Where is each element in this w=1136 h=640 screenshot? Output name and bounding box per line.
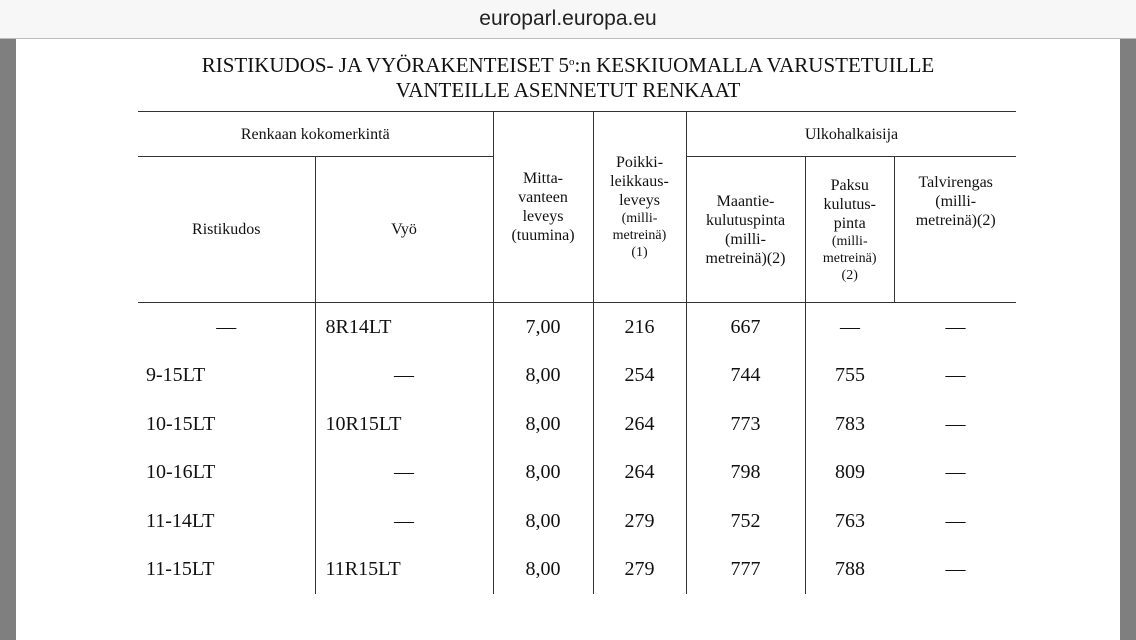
- header-text: Poikki-leikkaus-leveys: [610, 154, 669, 209]
- table-cell: 752: [685, 497, 805, 546]
- table-cell: 8,00: [492, 448, 593, 497]
- table-cell: 798: [685, 448, 805, 497]
- table-cell: 8R14LT: [314, 302, 493, 352]
- table-cell: —: [945, 461, 966, 484]
- title-sup: o: [569, 56, 575, 68]
- table-cell: 8,00: [492, 400, 593, 449]
- table-cell: 667: [685, 302, 805, 352]
- header-section-width: Poikki-leikkaus-leveys (milli-metreinä) …: [592, 111, 686, 303]
- header-note: (1): [631, 245, 648, 260]
- browser-address-bar[interactable]: europarl.europa.eu: [0, 0, 1136, 39]
- table-cell: 773: [685, 400, 805, 449]
- header-ristikudos: Ristikudos: [138, 156, 315, 303]
- table-cell: 11R15LT: [314, 545, 493, 594]
- header-text: Paksu kulutus-pinta: [823, 176, 876, 232]
- table-cell: 11-14LT: [146, 509, 215, 532]
- table-cell: 10-16LT: [146, 461, 216, 484]
- table-row: 10-15LT 10R15LT 8,00 264 773 783 —: [138, 400, 1016, 449]
- header-vyo: Vyö: [314, 156, 493, 303]
- title-text: :n KESKIUOMALLA VARUSTETUILLE: [574, 53, 935, 77]
- document-page: RISTIKUDOS- JA VYÖRAKENTEISET 5o:n KESKI…: [16, 39, 1120, 640]
- title-text: VANTEILLE ASENNETUT RENKAAT: [395, 78, 741, 102]
- table-row: 9-15LT —8,00 254 744 755—: [138, 351, 1016, 400]
- table-cell: —: [804, 302, 895, 352]
- table-cell: 763: [804, 497, 895, 546]
- table-cell: —: [216, 315, 237, 338]
- header-note: (2): [841, 267, 858, 283]
- table-cell: 744: [685, 351, 805, 400]
- table-cell: 264: [592, 400, 686, 449]
- tire-table: Renkaan kokomerkintä Mitta-vanteen levey…: [138, 111, 1017, 594]
- table-cell: —: [945, 412, 966, 435]
- table-cell: —: [314, 448, 493, 497]
- table-cell: 9-15LT: [146, 364, 206, 387]
- table-cell: 7,00: [492, 302, 593, 352]
- table-cell: 8,00: [492, 351, 593, 400]
- table-row: 11-15LT 11R15LT 8,00 279 777 788 —: [138, 545, 1016, 594]
- table-row: —8R14LT 7,00 216 667— —: [138, 302, 1016, 352]
- table-cell: 788: [804, 545, 895, 594]
- table-cell: 11-15LT: [146, 558, 215, 581]
- header-thick: Paksu kulutus-pinta (milli-metreinä) (2): [804, 156, 895, 303]
- table-cell: 10R15LT: [314, 400, 493, 449]
- header-unit: (milli-metreinä): [822, 233, 877, 266]
- header-group-marking: Renkaan kokomerkintä: [138, 111, 493, 157]
- table-cell: —: [945, 364, 966, 387]
- header-unit: (milli-metreinä): [612, 211, 667, 243]
- table-cell: —: [945, 558, 966, 581]
- table-cell: 216: [592, 302, 686, 352]
- table-cell: 279: [592, 545, 686, 594]
- url-text: europarl.europa.eu: [479, 7, 657, 30]
- table-cell: 8,00: [492, 497, 593, 546]
- table-cell: 10-15LT: [146, 412, 216, 435]
- table-cell: —: [945, 315, 966, 338]
- table-cell: 254: [592, 351, 686, 400]
- table-cell: 279: [592, 497, 686, 546]
- table-cell: 777: [685, 545, 805, 594]
- table-cell: 755: [804, 351, 895, 400]
- table-row: 11-14LT —8,00 279 752 763—: [138, 497, 1016, 546]
- table-row: 10-16LT —8,00 264 798 809—: [138, 448, 1016, 497]
- header-road: Maantie-kulutuspinta (milli-metreinä)(2): [685, 156, 805, 303]
- header-rim-width: Mitta-vanteen leveys (tuumina): [492, 111, 593, 303]
- page-title: RISTIKUDOS- JA VYÖRAKENTEISET 5o:n KESKI…: [0, 50, 1136, 103]
- table-cell: —: [945, 509, 966, 532]
- table-cell: —: [314, 351, 493, 400]
- table-cell: —: [314, 497, 493, 546]
- table-cell: 783: [804, 400, 895, 449]
- table-cell: 8,00: [492, 545, 593, 594]
- table-cell: 264: [592, 448, 686, 497]
- header-winter: Talvirengas (milli-metreinä)(2): [893, 156, 1017, 303]
- title-text: RISTIKUDOS- JA VYÖRAKENTEISET 5: [201, 53, 570, 77]
- table-cell: 809: [804, 448, 895, 497]
- header-group-outer: Ulkohalkaisija: [685, 111, 1017, 157]
